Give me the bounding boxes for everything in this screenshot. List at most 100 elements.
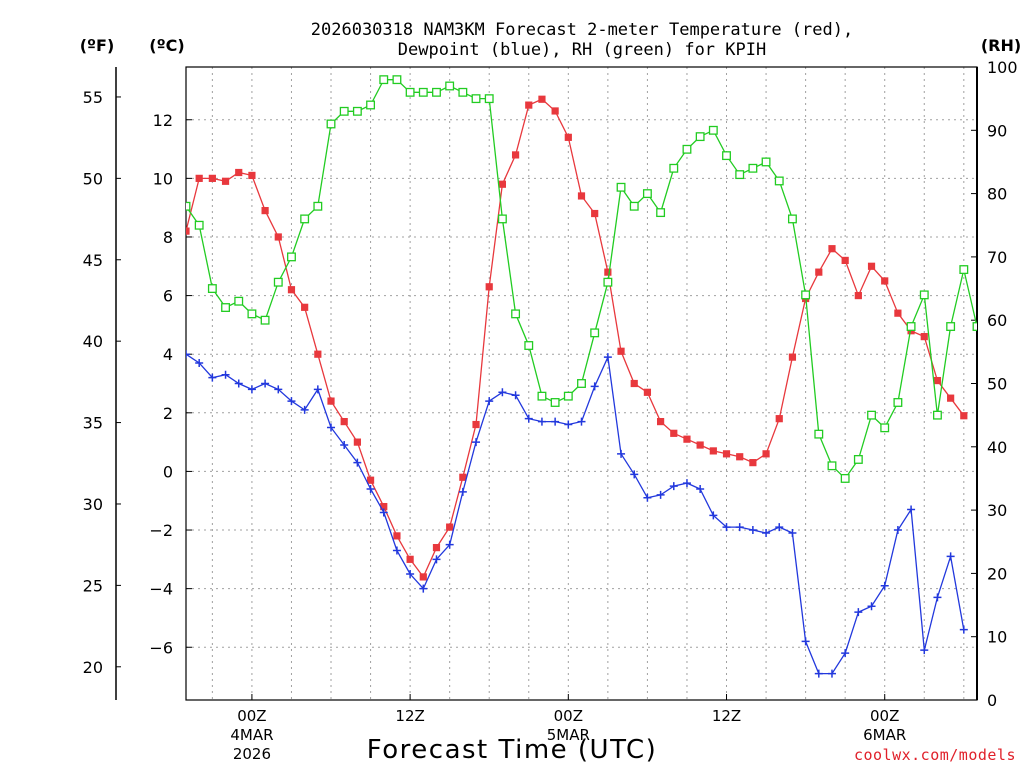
dewpoint-point (445, 540, 454, 549)
rh-tick-label: 70 (987, 248, 1007, 267)
x-tick-label-date: 4MAR (230, 726, 273, 744)
relative-humidity-point (326, 119, 336, 129)
2-meter-temperature-point (274, 233, 282, 241)
dewpoint-point (340, 441, 349, 450)
fahrenheit-tick-label: 55 (83, 88, 103, 107)
2-meter-temperature-point (683, 435, 691, 443)
relative-humidity-point (511, 309, 521, 319)
dewpoint-point (590, 382, 599, 391)
dewpoint-point (234, 379, 243, 388)
2-meter-temperature-point (749, 459, 757, 467)
2-meter-temperature-point (459, 473, 467, 481)
2-meter-temperature-point (485, 283, 493, 291)
2-meter-temperature-point (947, 394, 955, 402)
2-meter-temperature-point (353, 438, 361, 446)
relative-humidity-point (946, 322, 956, 331)
dewpoint-point (186, 350, 190, 359)
dewpoint-point (577, 417, 586, 426)
dewpoint-point (379, 508, 388, 517)
relative-humidity-point (695, 132, 705, 142)
2-meter-temperature-point (775, 415, 783, 423)
dewpoint-point (880, 581, 889, 590)
2-meter-temperature-point (960, 412, 968, 420)
dewpoint-point (195, 358, 204, 367)
fahrenheit-tick-label: 30 (83, 495, 103, 514)
relative-humidity-point (669, 163, 679, 173)
relative-humidity-point (260, 315, 270, 325)
x-tick-label-date: 5MAR (547, 726, 590, 744)
fahrenheit-tick-label: 45 (83, 251, 103, 270)
fahrenheit-tick-label: 35 (83, 414, 103, 433)
rh-tick-label: 40 (987, 438, 1007, 457)
relative-humidity-point (735, 170, 745, 180)
rh-tick-label: 60 (987, 311, 1007, 330)
relative-humidity-point (787, 214, 797, 224)
rh-tick-label: 0 (987, 691, 997, 710)
2-meter-temperature-point (446, 523, 454, 531)
2-meter-temperature-point (195, 174, 203, 182)
dewpoint-point (682, 479, 691, 488)
celsius-tick-label: 0 (163, 462, 173, 481)
fahrenheit-tick-label: 40 (83, 332, 103, 351)
2-meter-temperature-point (841, 256, 849, 265)
celsius-unit-label: (ºC) (149, 36, 184, 55)
relative-humidity-point (497, 214, 507, 224)
2-meter-temperature-point (696, 441, 704, 449)
relative-humidity-point (405, 87, 415, 97)
chart-title-line2: Dewpoint (blue), RH (green) for KPIH (398, 40, 766, 60)
dewpoint-point (748, 526, 757, 535)
dewpoint-point (564, 420, 573, 429)
2-meter-temperature-point (314, 350, 322, 358)
relative-humidity-point (418, 87, 428, 97)
2-meter-temperature-point (525, 101, 533, 109)
dewpoint-point (735, 523, 744, 532)
rh-tick-label: 50 (987, 375, 1007, 394)
celsius-tick-label: 4 (163, 345, 173, 364)
relative-humidity-point (933, 410, 942, 420)
x-axis-label: Forecast Time (UTC) (367, 735, 658, 765)
fahrenheit-tick-label: 50 (83, 169, 103, 188)
2-meter-temperature-point (604, 268, 612, 276)
dewpoint-point (617, 449, 626, 458)
2-meter-temperature-point (248, 171, 256, 180)
2-meter-temperature-point (894, 309, 902, 317)
relative-humidity-point (287, 252, 296, 262)
relative-humidity-line (186, 79, 977, 480)
rh-tick-label: 100 (987, 58, 1018, 77)
dewpoint-point (709, 511, 718, 520)
rh-tick-label: 80 (987, 185, 1007, 204)
x-tick-label-time: 12Z (395, 707, 424, 725)
relative-humidity-point (432, 87, 441, 97)
relative-humidity-point (616, 182, 626, 192)
celsius-tick-label: −4 (149, 580, 173, 599)
2-meter-temperature-point (551, 107, 559, 115)
dewpoint-point (472, 438, 481, 447)
dewpoint-point (327, 423, 336, 432)
dewpoint-point (722, 523, 731, 532)
dewpoint-point (603, 353, 612, 362)
relative-humidity-point (656, 208, 666, 218)
relative-humidity-point (234, 296, 244, 306)
fahrenheit-tick-label: 25 (83, 576, 103, 595)
relative-humidity-point (352, 106, 362, 116)
2-meter-temperature-point (208, 174, 216, 182)
2-meter-temperature-point (630, 379, 638, 388)
credit-label: coolwx.com/models (854, 746, 1016, 764)
relative-humidity-point (471, 94, 481, 104)
2-meter-temperature-point (432, 544, 441, 552)
2-meter-temperature-point (366, 476, 375, 484)
celsius-tick-label: 2 (163, 404, 173, 423)
relative-humidity-point (880, 423, 890, 433)
relative-humidity-point (458, 87, 468, 97)
dewpoint-point (511, 391, 520, 400)
2-meter-temperature-point (538, 95, 546, 103)
2-meter-temperature-point (261, 206, 269, 215)
dewpoint-point (274, 385, 283, 394)
dewpoint-point (643, 493, 652, 502)
dewpoint-point (313, 385, 322, 394)
x-tick-label-time: 12Z (712, 707, 741, 725)
dewpoint-point (353, 458, 362, 467)
relative-humidity-point (273, 277, 283, 287)
relative-humidity-point (603, 277, 613, 287)
dewpoint-point (630, 470, 639, 479)
